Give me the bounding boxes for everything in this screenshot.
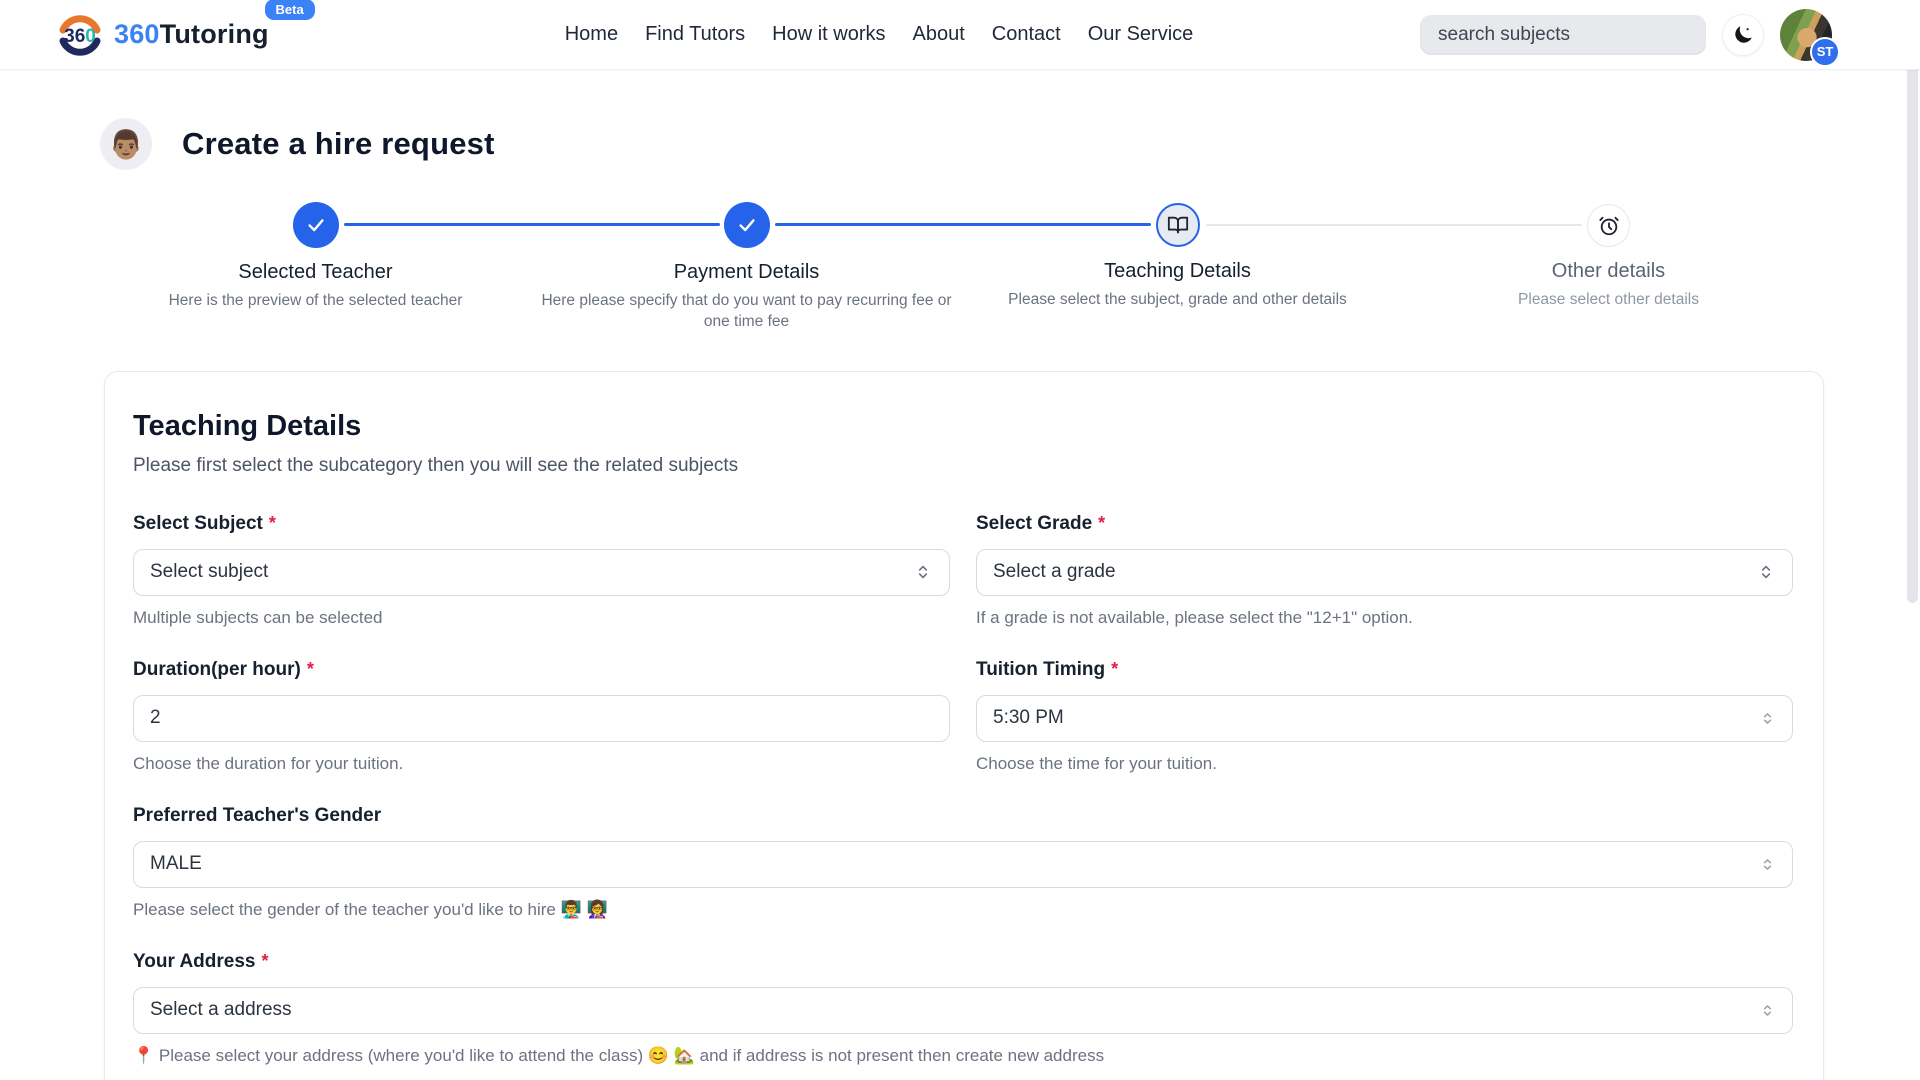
required-asterisk: * [1111,658,1119,679]
subject-helper: Multiple subjects can be selected [133,607,383,627]
teaching-details-card: Teaching Details Please first select the… [104,370,1824,1080]
address-label: Your Address * [133,950,269,972]
required-asterisk: * [306,658,314,679]
card-heading: Teaching Details [133,409,362,442]
step2-circle [723,202,770,248]
dark-mode-toggle[interactable] [1722,13,1764,56]
chevron-up-down-icon [1763,858,1772,870]
step4-subtitle: Please select other details [1518,291,1699,308]
step4-title: Other details [1551,260,1666,282]
search-input[interactable] [1420,14,1706,55]
address-helper: 📍 Please select your address (where you'… [133,1045,1105,1065]
main-nav: Home Find Tutors How it works About Cont… [565,23,1194,46]
beta-badge: Beta [264,0,315,20]
nav-how-it-works[interactable]: How it works [772,23,886,45]
step-teaching-details[interactable]: Teaching Details Please select the subje… [962,202,1393,333]
card-subheading: Please first select the subcategory then… [133,454,739,476]
nav-find-tutors[interactable]: Find Tutors [645,23,746,45]
step3-title: Teaching Details [1104,260,1251,282]
logo-360-circle-icon: 360 [59,14,101,56]
field-your-address: Your Address * Select a address 📍 Please … [133,951,1793,1066]
gender-label: Preferred Teacher's Gender [133,804,382,826]
step-payment-details[interactable]: Payment Details Here please specify that… [531,202,962,333]
check-icon [738,219,755,232]
nav-our-service[interactable]: Our Service [1087,23,1194,45]
page-scrollbar[interactable] [1907,3,1918,603]
duration-label: Duration(per hour) * [133,658,314,680]
chevron-up-down-icon [1763,712,1772,724]
connector-1-2 [344,223,720,226]
nav-contact[interactable]: Contact [991,23,1061,45]
field-select-grade: Select Grade * Select a grade If a grade … [976,513,1793,628]
chevron-up-down-icon [918,566,928,579]
brand-wordmark: 360Tutoring [114,19,269,49]
step1-circle [292,202,339,248]
field-teacher-gender: Preferred Teacher's Gender MALE Please s… [133,805,1793,920]
subject-select[interactable]: Select subject [133,548,950,596]
chevron-up-down-icon [1761,566,1771,579]
field-select-subject: Select Subject * Select subject Multiple … [133,513,950,628]
user-avatar[interactable]: ST [1780,8,1840,67]
hire-request-stepper: Selected Teacher Here is the preview of … [100,202,1824,333]
gender-select[interactable]: MALE [133,840,1793,888]
step-selected-teacher[interactable]: Selected Teacher Here is the preview of … [100,202,531,333]
step-other-details[interactable]: Other details Please select other detail… [1393,202,1824,333]
duration-input[interactable] [133,694,950,742]
top-navbar: 360 360Tutoring Beta Home Find Tutors Ho… [0,0,1920,70]
timing-label: Tuition Timing * [976,658,1119,680]
header-actions: ST [1420,8,1840,67]
moon-icon [1735,25,1752,43]
page-title: Create a hire request [182,126,495,161]
subject-label: Select Subject * [133,512,276,534]
step4-circle [1587,204,1630,247]
page-title-row: 👨🏽 Create a hire request [100,118,1920,170]
required-asterisk: * [1098,512,1106,533]
field-tuition-timing: Tuition Timing * 5:30 PM Choose the time … [976,659,1793,774]
timing-select[interactable]: 5:30 PM [976,694,1793,742]
brand-logo[interactable]: 360 360Tutoring Beta [56,0,315,59]
step3-circle [1155,203,1200,247]
alarm-clock-icon [1598,216,1619,235]
chevron-up-down-icon [1763,1004,1772,1016]
book-open-icon [1167,216,1188,234]
duration-helper: Choose the duration for your tuition. [133,753,404,773]
step3-subtitle: Please select the subject, grade and oth… [1008,291,1347,308]
step2-title: Payment Details [673,261,820,283]
field-duration: Duration(per hour)* Choose the duration … [133,659,950,774]
step1-title: Selected Teacher [238,261,393,283]
required-asterisk: * [268,512,276,533]
grade-helper: If a grade is not available, please sele… [976,607,1413,627]
person-emoji-icon: 👨🏽 [100,118,152,170]
connector-2-3 [775,223,1151,226]
nav-home[interactable]: Home [564,23,619,45]
nav-about[interactable]: About [912,23,965,45]
avatar-initials-badge: ST [1810,36,1840,67]
grade-label: Select Grade * [976,512,1106,534]
svg-text:360: 360 [64,26,96,47]
gender-helper: Please select the gender of the teacher … [133,899,608,919]
grade-select[interactable]: Select a grade [976,548,1793,596]
step1-subtitle: Here is the preview of the selected teac… [168,292,463,309]
check-icon [307,219,324,232]
timing-helper: Choose the time for your tuition. [976,753,1217,773]
required-asterisk: * [261,950,269,971]
connector-3-4 [1206,224,1582,226]
step2-subtitle: Here please specify that do you want to … [541,292,952,330]
address-select[interactable]: Select a address [133,986,1793,1034]
